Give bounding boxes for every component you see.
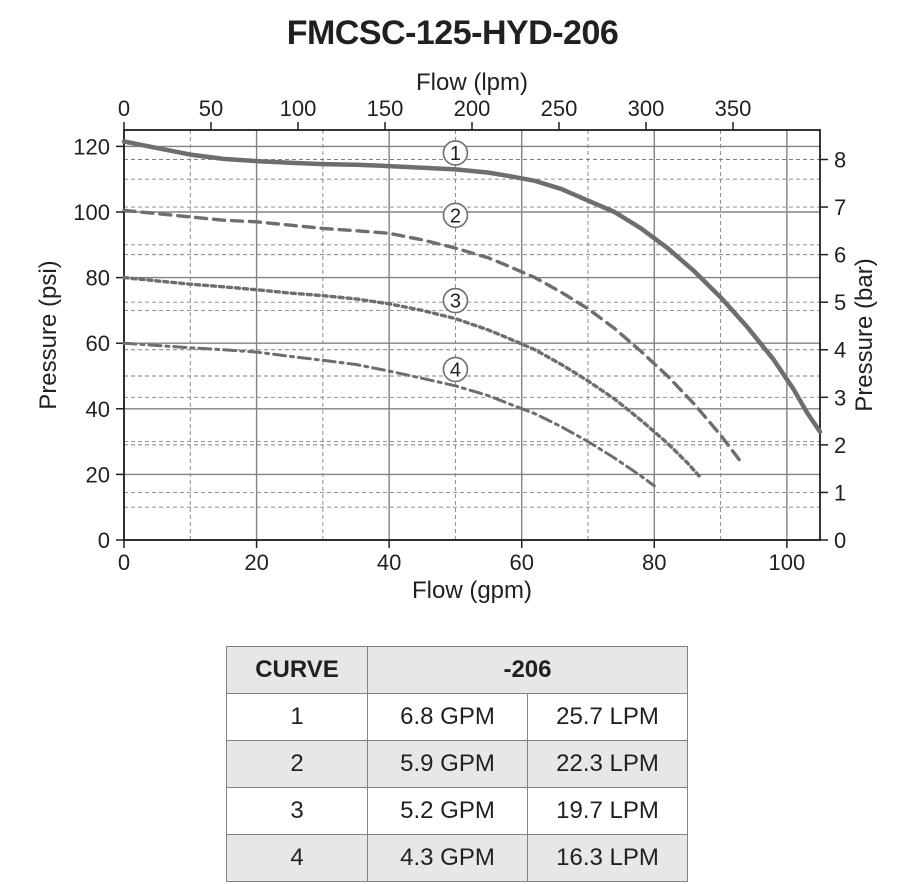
curve-data-table: CURVE -206 16.8 GPM25.7 LPM25.9 GPM22.3 … bbox=[226, 646, 688, 882]
y-label-right: Pressure (bar) bbox=[851, 258, 878, 411]
ytick-left: 20 bbox=[86, 462, 110, 487]
table-row: 25.9 GPM22.3 LPM bbox=[227, 741, 688, 788]
cell-curve: 3 bbox=[227, 788, 368, 835]
page-root: FMCSC-125-HYD-206 0204060801000501001502… bbox=[0, 0, 905, 884]
ytick-right: 3 bbox=[834, 385, 846, 410]
cell-gpm: 5.2 GPM bbox=[368, 788, 528, 835]
xtick-top: 100 bbox=[280, 96, 317, 121]
ytick-right: 1 bbox=[834, 480, 846, 505]
ytick-right: 4 bbox=[834, 338, 846, 363]
cell-lpm: 16.3 LPM bbox=[528, 835, 688, 882]
xtick-top: 300 bbox=[628, 96, 665, 121]
ytick-left: 60 bbox=[86, 331, 110, 356]
ytick-right: 8 bbox=[834, 147, 846, 172]
ytick-right: 7 bbox=[834, 195, 846, 220]
table-header-model: -206 bbox=[368, 647, 688, 694]
curve-marker-text-1: 1 bbox=[450, 143, 461, 165]
curve-marker-text-3: 3 bbox=[450, 291, 461, 313]
curve-marker-text-4: 4 bbox=[450, 359, 461, 381]
table-header-curve: CURVE bbox=[227, 647, 368, 694]
table-row: 35.2 GPM19.7 LPM bbox=[227, 788, 688, 835]
ytick-left: 100 bbox=[73, 200, 110, 225]
ytick-left: 120 bbox=[73, 134, 110, 159]
xtick-top: 350 bbox=[715, 96, 752, 121]
performance-chart: 0204060801000501001502002503003500204060… bbox=[30, 60, 880, 620]
ytick-right: 2 bbox=[834, 433, 846, 458]
xtick-bottom: 40 bbox=[377, 550, 401, 575]
x-label-bottom: Flow (gpm) bbox=[412, 577, 532, 604]
cell-lpm: 25.7 LPM bbox=[528, 694, 688, 741]
y-label-left: Pressure (psi) bbox=[35, 260, 62, 409]
ytick-right: 6 bbox=[834, 243, 846, 268]
chart-title: FMCSC-125-HYD-206 bbox=[0, 14, 905, 53]
cell-curve: 2 bbox=[227, 741, 368, 788]
xtick-top: 0 bbox=[118, 96, 130, 121]
xtick-top: 50 bbox=[199, 96, 223, 121]
cell-gpm: 6.8 GPM bbox=[368, 694, 528, 741]
xtick-bottom: 60 bbox=[509, 550, 533, 575]
xtick-bottom: 0 bbox=[118, 550, 130, 575]
x-label-top: Flow (lpm) bbox=[416, 69, 528, 96]
cell-gpm: 5.9 GPM bbox=[368, 741, 528, 788]
xtick-top: 200 bbox=[454, 96, 491, 121]
xtick-bottom: 20 bbox=[244, 550, 268, 575]
table-row: 16.8 GPM25.7 LPM bbox=[227, 694, 688, 741]
xtick-top: 150 bbox=[367, 96, 404, 121]
table-row: 44.3 GPM16.3 LPM bbox=[227, 835, 688, 882]
ytick-right: 0 bbox=[834, 528, 846, 553]
xtick-bottom: 100 bbox=[768, 550, 805, 575]
cell-lpm: 19.7 LPM bbox=[528, 788, 688, 835]
ytick-left: 40 bbox=[86, 397, 110, 422]
ytick-left: 80 bbox=[86, 266, 110, 291]
curve-marker-text-2: 2 bbox=[450, 205, 461, 227]
cell-curve: 4 bbox=[227, 835, 368, 882]
cell-curve: 1 bbox=[227, 694, 368, 741]
ytick-right: 5 bbox=[834, 290, 846, 315]
cell-gpm: 4.3 GPM bbox=[368, 835, 528, 882]
ytick-left: 0 bbox=[98, 528, 110, 553]
cell-lpm: 22.3 LPM bbox=[528, 741, 688, 788]
xtick-top: 250 bbox=[541, 96, 578, 121]
xtick-bottom: 80 bbox=[642, 550, 666, 575]
